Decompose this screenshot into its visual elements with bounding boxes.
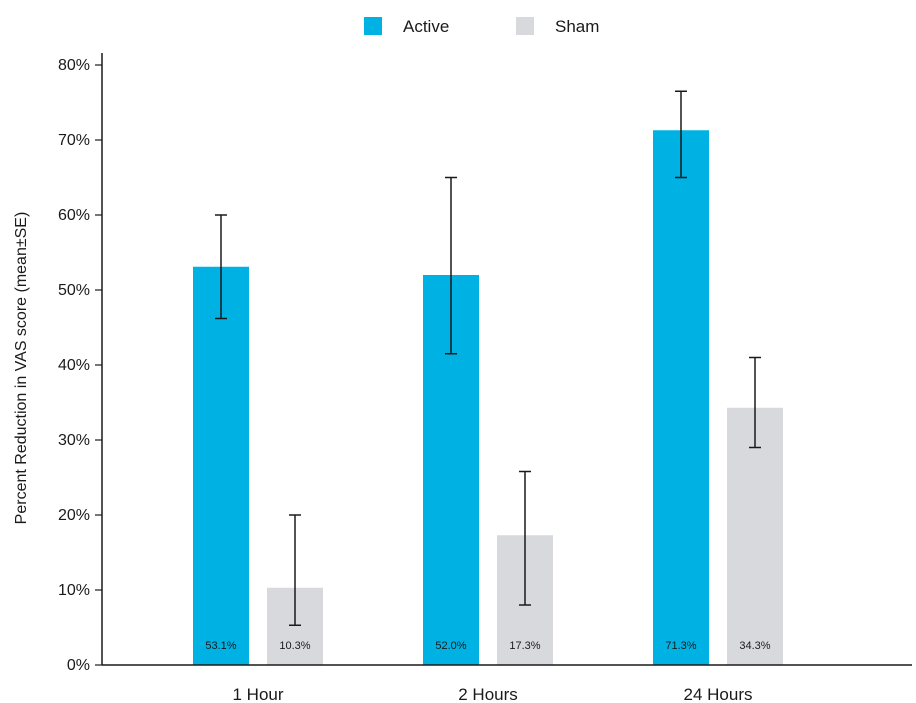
bar-active	[653, 130, 709, 665]
bar-value-label: 10.3%	[279, 640, 310, 652]
bar-value-label: 52.0%	[435, 640, 466, 652]
bar-value-label: 17.3%	[509, 640, 540, 652]
bars	[193, 130, 783, 665]
legend-label-active: Active	[403, 17, 449, 36]
error-bars	[215, 90, 761, 626]
legend-swatch-active	[364, 17, 382, 35]
y-tick-label: 30%	[58, 432, 90, 449]
y-tick-label: 80%	[58, 57, 90, 74]
legend-label-sham: Sham	[555, 17, 599, 36]
bar-value-label: 34.3%	[739, 640, 770, 652]
y-tick-label: 10%	[58, 582, 90, 599]
y-tick-label: 40%	[58, 357, 90, 374]
y-tick-label: 0%	[67, 657, 90, 674]
legend-swatch-sham	[516, 17, 534, 35]
bar-sham	[727, 407, 783, 665]
x-axis: 1 Hour 2 Hours 24 Hours	[102, 664, 912, 703]
bar-active	[193, 266, 249, 665]
y-axis-label: Percent Reduction in VAS score (mean±SE)	[13, 212, 30, 525]
x-category-label: 1 Hour	[232, 685, 283, 703]
bar-labels: 53.1% 10.3% 52.0% 17.3% 71.3% 34.3%	[205, 640, 770, 652]
y-tick-label: 60%	[58, 207, 90, 224]
x-category-label: 24 Hours	[684, 685, 753, 703]
y-axis: 0% 10% 20% 30% 40% 50% 60% 70% 80%	[58, 53, 103, 674]
y-tick-label: 20%	[58, 507, 90, 524]
bar-value-label: 53.1%	[205, 640, 236, 652]
y-tick-label: 50%	[58, 282, 90, 299]
bar-value-label: 71.3%	[665, 640, 696, 652]
y-tick-label: 70%	[58, 132, 90, 149]
legend: Active Sham	[364, 17, 599, 36]
x-category-label: 2 Hours	[458, 685, 518, 703]
